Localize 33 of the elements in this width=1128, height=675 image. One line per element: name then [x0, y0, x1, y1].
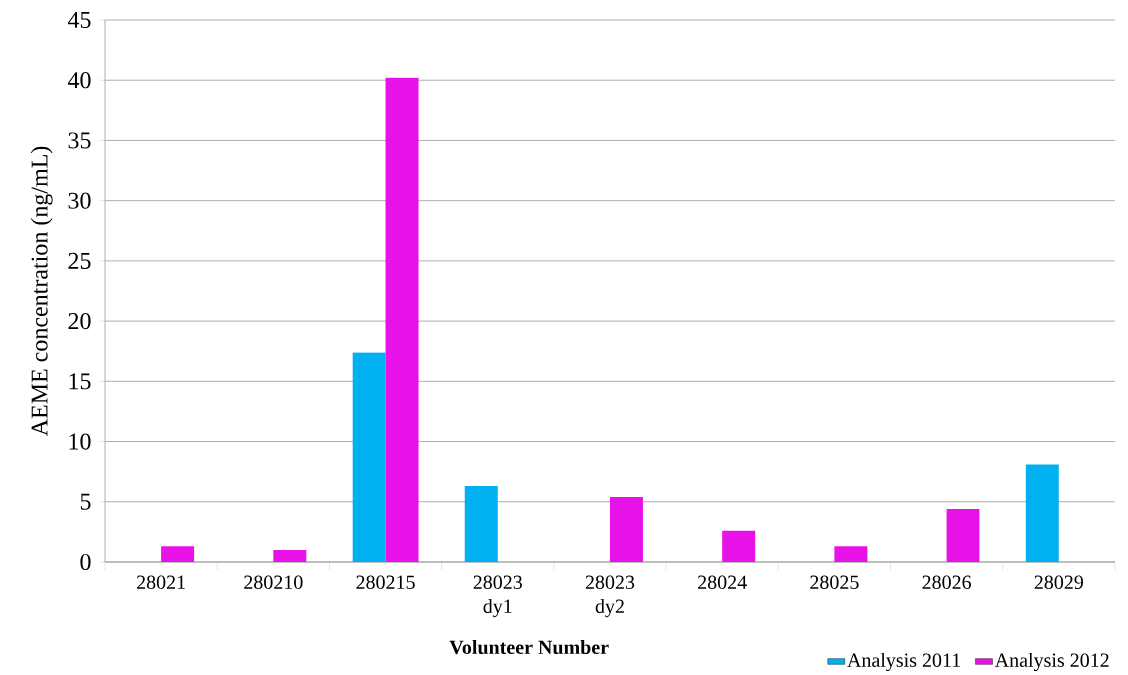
y-tick-label: 15 — [69, 373, 91, 390]
x-tick-label: 280210 — [244, 575, 303, 590]
y-tick-label: 10 — [69, 433, 91, 450]
legend-label: Analysis 2012 — [994, 652, 1109, 672]
y-tick-label: 35 — [68, 132, 91, 149]
y-tick-label: 20 — [68, 313, 91, 330]
y-tick-label: 0 — [80, 553, 91, 571]
x-tick-label: 28021 — [136, 575, 185, 590]
bar — [1025, 464, 1059, 562]
y-tick-label: 45 — [67, 11, 91, 29]
x-tick-label: 28023 dy1 — [473, 575, 522, 618]
y-axis-title: AEME concentration (ng/mL) — [30, 146, 53, 437]
bar — [834, 546, 868, 562]
bar — [722, 530, 756, 562]
legend-label: Analysis 2011 — [847, 652, 961, 672]
x-tick-label: 28024 — [698, 575, 747, 590]
x-tick-label: 280215 — [356, 575, 415, 590]
y-tick-label: 40 — [67, 72, 91, 89]
bar — [273, 549, 307, 562]
x-tick-label: 28029 — [1034, 575, 1083, 590]
x-tick-label: 28023 dy2 — [585, 575, 635, 618]
bar — [161, 546, 195, 562]
x-tick-label: 28026 — [922, 575, 972, 590]
bar — [464, 486, 498, 562]
bar — [385, 77, 419, 562]
y-tick-label: 5 — [80, 493, 91, 510]
x-tick-label: 28025 — [810, 575, 859, 590]
x-axis-title: Volunteer Number — [449, 639, 609, 655]
bar — [352, 352, 386, 562]
y-tick-label: 25 — [68, 252, 91, 269]
bar — [609, 496, 643, 562]
y-tick-label: 30 — [68, 192, 91, 209]
bar — [946, 508, 980, 562]
